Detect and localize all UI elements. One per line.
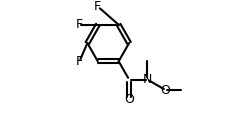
Text: F: F	[94, 0, 101, 13]
Text: F: F	[76, 55, 83, 68]
Text: O: O	[124, 93, 134, 106]
Text: O: O	[160, 84, 170, 97]
Text: F: F	[76, 18, 83, 31]
Text: N: N	[142, 73, 151, 86]
